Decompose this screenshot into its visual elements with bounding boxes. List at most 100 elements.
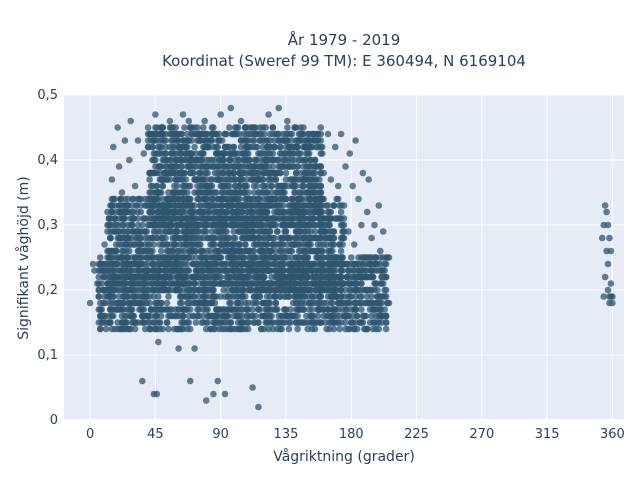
data-point (369, 306, 377, 313)
data-point (316, 306, 323, 313)
data-point (250, 124, 258, 131)
data-point (279, 189, 287, 196)
data-point (332, 143, 339, 151)
data-point (208, 221, 216, 229)
data-point (298, 182, 306, 190)
data-point (189, 273, 197, 281)
data-point (114, 260, 121, 268)
data-point (297, 156, 304, 164)
data-point (226, 267, 233, 274)
data-point (152, 156, 159, 164)
data-point (253, 293, 261, 300)
data-point (307, 156, 314, 164)
data-point (305, 176, 313, 183)
data-point (179, 189, 187, 196)
data-point (179, 111, 187, 118)
data-point (134, 221, 142, 229)
data-point (291, 176, 299, 183)
data-point (329, 293, 336, 300)
data-point (200, 280, 207, 287)
data-point (205, 182, 213, 190)
data-point (330, 280, 338, 287)
data-point (105, 215, 113, 222)
data-point (300, 176, 307, 183)
data-point (233, 260, 240, 268)
data-point (314, 241, 322, 248)
data-point (609, 293, 616, 300)
data-point (147, 130, 155, 138)
data-point (377, 247, 384, 255)
data-point (121, 202, 129, 209)
data-point (297, 189, 304, 196)
data-point (294, 241, 301, 248)
data-point (310, 312, 317, 320)
data-point (185, 221, 193, 229)
data-point (171, 208, 178, 216)
data-point (375, 299, 383, 307)
data-point (278, 273, 285, 281)
data-point (118, 247, 126, 255)
data-point (236, 325, 243, 333)
data-point (208, 124, 216, 131)
data-point (269, 260, 277, 268)
data-point (276, 293, 284, 300)
data-point (297, 130, 304, 138)
data-point (178, 176, 185, 183)
data-point (130, 299, 137, 307)
data-point (243, 273, 251, 281)
data-point (313, 247, 320, 255)
data-point (372, 280, 380, 287)
data-point (230, 312, 237, 320)
data-point (110, 228, 117, 235)
data-point (324, 215, 332, 222)
data-point (211, 234, 219, 242)
data-point (375, 202, 383, 209)
data-point (272, 299, 280, 307)
data-point (194, 286, 201, 294)
data-point (107, 319, 114, 326)
data-point (221, 390, 229, 398)
data-point (150, 273, 158, 281)
data-point (243, 247, 251, 255)
data-point (234, 208, 242, 216)
data-point (178, 247, 185, 255)
data-point (601, 273, 609, 281)
data-point (130, 260, 137, 268)
data-point (289, 221, 297, 229)
data-point (181, 182, 188, 190)
data-point (214, 195, 222, 203)
y-tick-label: 0,1 (37, 348, 58, 363)
data-point (301, 169, 309, 177)
data-point (160, 169, 168, 177)
data-point (213, 150, 220, 157)
data-point (146, 176, 153, 183)
data-point (381, 286, 388, 294)
data-point (607, 247, 615, 255)
data-point (229, 286, 236, 294)
data-point (162, 143, 169, 151)
data-point (166, 228, 174, 235)
data-point (288, 273, 296, 281)
data-point (303, 208, 310, 216)
data-point (379, 228, 387, 235)
data-point (210, 390, 217, 398)
data-point (305, 130, 313, 138)
data-point (243, 208, 251, 216)
data-point (246, 221, 253, 229)
data-point (112, 280, 120, 287)
data-point (253, 280, 261, 287)
data-point (150, 319, 158, 326)
data-point (272, 306, 280, 313)
data-point (362, 286, 370, 294)
data-point (317, 293, 325, 300)
data-point (339, 299, 346, 307)
data-point (314, 280, 322, 287)
data-point (250, 137, 258, 144)
data-point (133, 254, 140, 261)
data-point (291, 124, 299, 131)
data-point (278, 234, 285, 242)
data-point (152, 267, 159, 274)
x-axis-title: Vågriktning (grader) (273, 448, 415, 465)
data-point (156, 163, 164, 170)
data-point (201, 117, 208, 125)
